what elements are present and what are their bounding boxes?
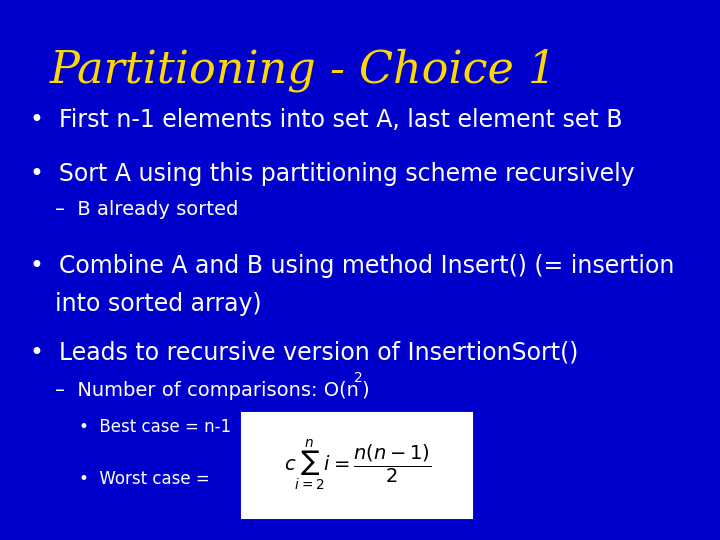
Text: into sorted array): into sorted array) xyxy=(55,292,261,315)
Text: •  Combine A and B using method Insert() (= insertion: • Combine A and B using method Insert() … xyxy=(30,254,675,278)
Text: 2: 2 xyxy=(354,371,363,385)
Text: Partitioning - Choice 1: Partitioning - Choice 1 xyxy=(49,49,557,92)
Text: ): ) xyxy=(361,381,369,400)
Text: •  Leads to recursive version of InsertionSort(): • Leads to recursive version of Insertio… xyxy=(30,340,579,364)
Text: –  B already sorted: – B already sorted xyxy=(55,200,238,219)
Text: •  Sort A using this partitioning scheme recursively: • Sort A using this partitioning scheme … xyxy=(30,162,635,186)
Text: •  Best case = n-1: • Best case = n-1 xyxy=(78,418,231,436)
Text: •  Worst case =: • Worst case = xyxy=(78,470,215,488)
Text: •  First n-1 elements into set A, last element set B: • First n-1 elements into set A, last el… xyxy=(30,108,623,132)
FancyBboxPatch shape xyxy=(243,413,472,518)
Text: –  Number of comparisons: O(n: – Number of comparisons: O(n xyxy=(55,381,359,400)
Text: $c\sum_{i=2}^{n} i = \dfrac{n(n-1)}{2}$: $c\sum_{i=2}^{n} i = \dfrac{n(n-1)}{2}$ xyxy=(284,438,431,494)
